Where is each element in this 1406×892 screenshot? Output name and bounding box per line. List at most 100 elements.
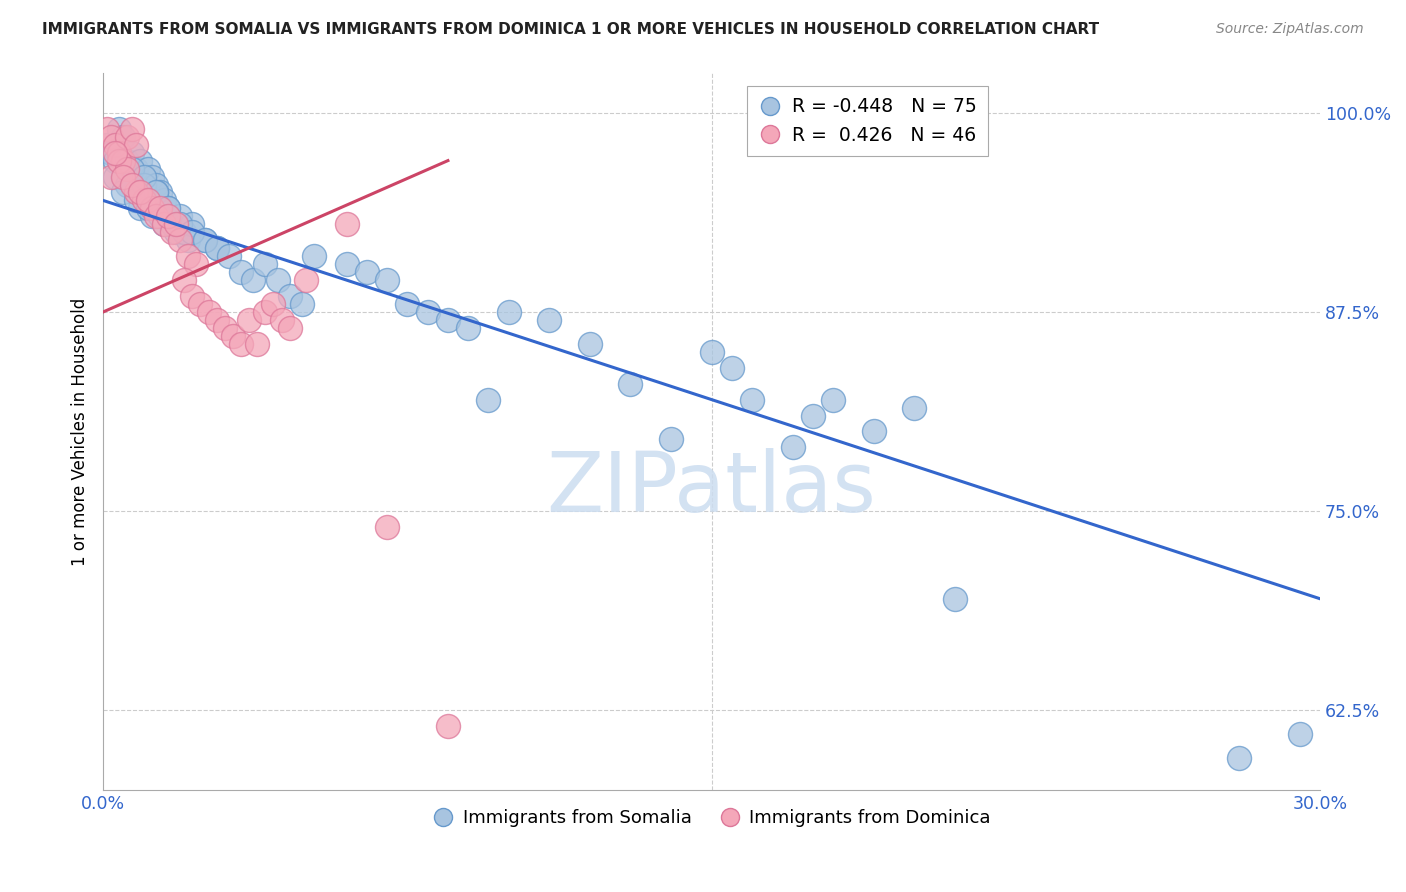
Point [100,129,122,144]
Point [145,186,167,200]
Point [117,129,139,144]
Point [112,129,135,144]
Point [100,169,122,184]
Point [181,217,204,231]
Point [659,433,682,447]
Point [132,178,155,192]
Point [149,202,172,216]
Point [149,186,172,200]
Point [335,257,357,271]
Point [197,305,219,319]
Point [108,121,131,136]
Point [112,153,135,168]
Point [104,169,127,184]
Point [1288,727,1310,741]
Point [96,121,118,136]
Point [254,305,277,319]
Point [270,313,292,327]
Point [157,202,180,216]
Point [579,336,602,351]
Point [862,425,884,439]
Point [222,329,245,343]
Point [100,145,122,160]
Point [169,217,191,231]
Point [169,233,191,247]
Point [801,409,824,423]
Point [741,392,763,407]
Point [165,217,187,231]
Point [108,153,131,168]
Point [186,257,208,271]
Point [205,241,228,255]
Point [782,441,804,455]
Point [214,321,236,335]
Legend: Immigrants from Somalia, Immigrants from Dominica: Immigrants from Somalia, Immigrants from… [425,802,998,835]
Point [278,321,301,335]
Point [96,137,118,152]
Point [121,121,143,136]
Point [302,249,325,263]
Point [117,178,139,192]
Point [190,297,212,311]
Point [104,137,127,152]
Point [121,161,143,176]
Point [375,520,398,534]
Point [141,202,163,216]
Point [477,392,499,407]
Point [229,336,252,351]
Point [181,289,204,303]
Point [193,233,215,247]
Point [136,202,159,216]
Point [124,186,146,200]
Point [117,161,139,176]
Point [128,186,150,200]
Point [160,217,183,231]
Point [263,297,285,311]
Y-axis label: 1 or more Vehicles in Household: 1 or more Vehicles in Household [72,297,89,566]
Point [121,178,143,192]
Point [193,233,215,247]
Point [205,313,228,327]
Text: ZIPatlas: ZIPatlas [547,449,876,529]
Point [254,257,277,271]
Point [157,202,180,216]
Point [132,169,155,184]
Point [903,401,925,415]
Point [375,273,398,287]
Point [169,210,191,224]
Point [153,194,176,208]
Point [181,225,204,239]
Point [238,313,260,327]
Point [128,153,150,168]
Point [128,202,150,216]
Point [278,289,301,303]
Point [218,249,240,263]
Point [112,186,135,200]
Point [136,194,159,208]
Point [177,233,200,247]
Point [266,273,288,287]
Point [246,336,269,351]
Point [335,217,357,231]
Point [124,161,146,176]
Point [136,161,159,176]
Point [437,719,460,733]
Point [145,178,167,192]
Point [149,210,172,224]
Point [721,360,744,375]
Point [104,145,127,160]
Point [132,169,155,184]
Point [124,137,146,152]
Text: Source: ZipAtlas.com: Source: ZipAtlas.com [1216,22,1364,37]
Point [153,217,176,231]
Point [173,273,195,287]
Point [108,145,131,160]
Point [132,194,155,208]
Point [437,313,460,327]
Point [112,169,135,184]
Point [121,145,143,160]
Point [153,217,176,231]
Point [157,210,180,224]
Point [117,153,139,168]
Point [943,591,966,606]
